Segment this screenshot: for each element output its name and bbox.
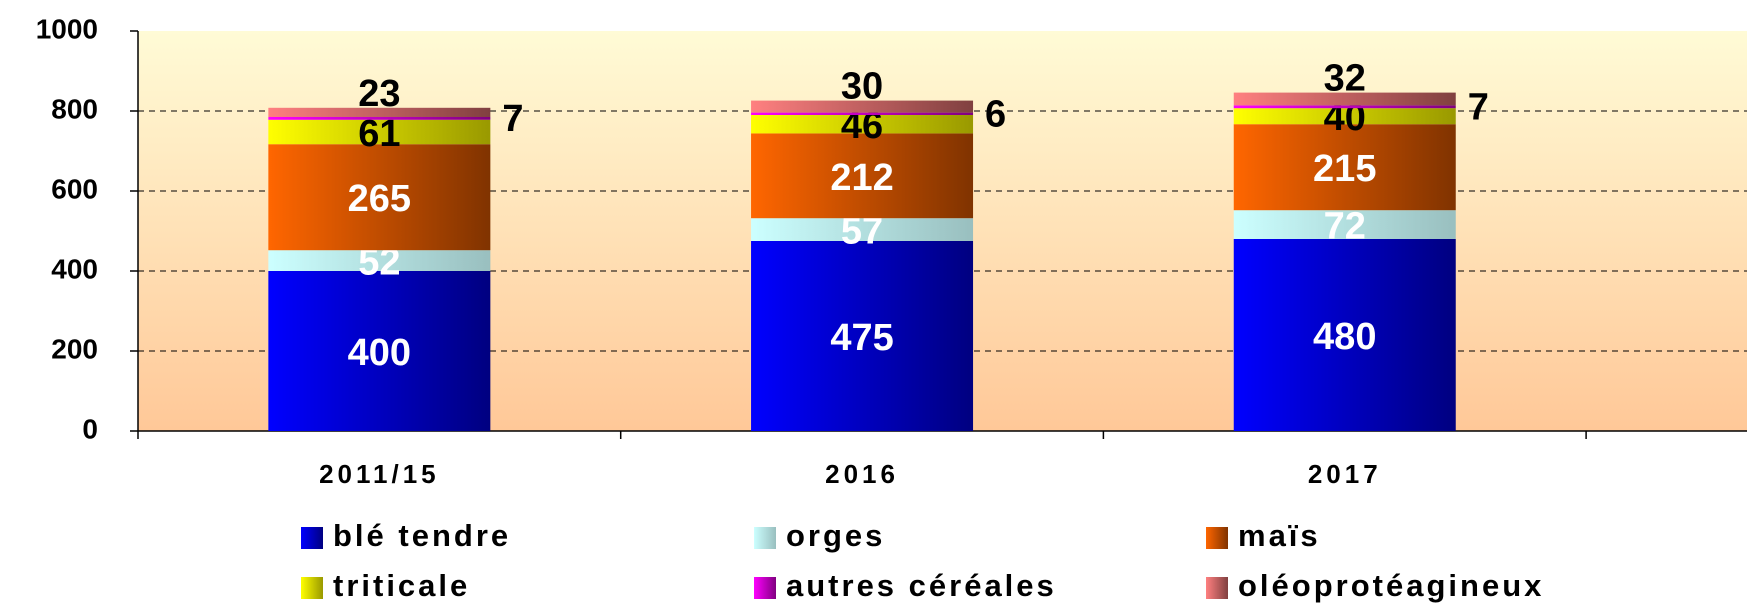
legend-swatch bbox=[301, 577, 323, 599]
data-label: 475 bbox=[830, 317, 893, 359]
x-tick-label: 2017 bbox=[1308, 459, 1382, 489]
y-tick-label: 800 bbox=[51, 93, 98, 124]
legend-label: oléoprotéagineux bbox=[1238, 568, 1544, 603]
bar-segment bbox=[268, 250, 491, 271]
bar-segment bbox=[751, 218, 974, 241]
data-label: 7 bbox=[1468, 86, 1489, 128]
x-tick-label: 2016 bbox=[825, 459, 899, 489]
bar-segment bbox=[1233, 105, 1456, 109]
bar-segment bbox=[1233, 108, 1456, 125]
data-label: 215 bbox=[1313, 148, 1376, 190]
bar-segment bbox=[751, 100, 974, 113]
data-label: 6 bbox=[985, 94, 1006, 136]
bar-segment bbox=[268, 107, 491, 117]
x-tick-label: 2011/15 bbox=[319, 459, 440, 489]
bar-segment bbox=[268, 117, 491, 120]
data-label: 212 bbox=[830, 157, 893, 199]
y-tick-label: 600 bbox=[51, 173, 98, 204]
bar-segment bbox=[751, 133, 974, 219]
bar-segment bbox=[751, 115, 974, 134]
data-label: 480 bbox=[1313, 316, 1376, 358]
y-tick-label: 0 bbox=[82, 413, 98, 444]
y-tick-label: 400 bbox=[51, 253, 98, 284]
data-label: 32 bbox=[1324, 58, 1366, 100]
y-tick-label: 200 bbox=[51, 333, 98, 364]
legend-swatch bbox=[1206, 577, 1228, 599]
legend-swatch bbox=[754, 527, 776, 549]
data-label: 400 bbox=[348, 332, 411, 374]
bar-segment bbox=[751, 241, 974, 431]
data-label: 7 bbox=[502, 98, 523, 140]
legend-label: autres céréales bbox=[786, 568, 1057, 603]
data-label: 72 bbox=[1324, 206, 1366, 248]
bar-segment bbox=[751, 112, 974, 115]
bar-segment bbox=[1233, 210, 1456, 239]
bar-segment bbox=[268, 144, 491, 251]
legend-swatch bbox=[301, 527, 323, 549]
data-label: 61 bbox=[358, 113, 400, 155]
legend-label: maïs bbox=[1238, 518, 1321, 553]
legend-label: orges bbox=[786, 518, 885, 553]
bar-segment bbox=[268, 119, 491, 145]
bar-segment bbox=[268, 271, 491, 431]
legend-swatch bbox=[754, 577, 776, 599]
y-tick-label: 1000 bbox=[36, 13, 98, 44]
data-label: 30 bbox=[841, 66, 883, 108]
legend-swatch bbox=[1206, 527, 1228, 549]
bar-segment bbox=[1233, 239, 1456, 431]
legend-label: triticale bbox=[333, 568, 470, 603]
bar-segment bbox=[1233, 124, 1456, 211]
legend-label: blé tendre bbox=[333, 518, 511, 553]
bar-segment bbox=[1233, 92, 1456, 106]
data-label: 23 bbox=[358, 73, 400, 115]
data-label: 265 bbox=[348, 178, 411, 220]
